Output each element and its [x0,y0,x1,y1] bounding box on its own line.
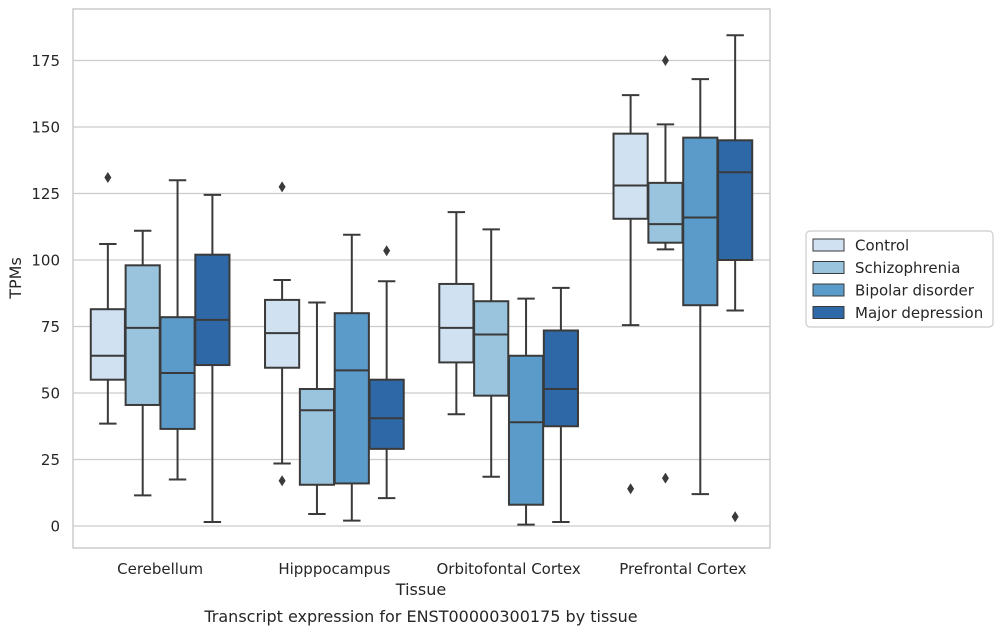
box [682,136,719,307]
legend-swatch [812,306,845,319]
legend-label: Schizophrenia [855,259,960,277]
figure-caption: Transcript expression for ENST0000030017… [203,607,637,626]
y-tick-labels: 0 25 50 75 100 125 150 175 [31,52,60,536]
y-tick-label: 150 [31,119,60,137]
y-tick-label: 125 [31,185,60,203]
box-groups [89,34,754,526]
outlier-point [627,483,635,495]
box [542,329,579,428]
plot-background [73,9,770,548]
legend-swatch [812,283,845,297]
box [368,378,405,450]
box-0-2 [159,179,196,481]
legend-frame [805,230,994,328]
box-0-0 [89,172,126,425]
box [717,139,754,261]
y-axis-title: TPMs [6,257,25,300]
box-3-1 [647,55,684,484]
y-tick-label: 50 [41,385,60,403]
box-3-3 [717,34,754,523]
legend-swatch [812,261,845,274]
x-tick-label: Orbitofontal Cortex [437,560,581,578]
outlier-point [383,245,391,257]
outlier-point [731,511,739,523]
box [194,253,231,367]
box [89,308,126,381]
y-tick-label: 175 [31,52,60,70]
box-2-1 [473,228,510,478]
x-axis-title: Tissue [395,580,446,599]
box [438,282,475,364]
box-1-2 [333,233,370,522]
box [647,181,684,244]
outlier-point [661,472,669,484]
y-tick-label: 0 [50,518,60,536]
legend-label: Bipolar disorder [855,282,975,300]
legend-swatch [812,238,845,252]
box-2-3 [542,286,579,524]
x-tick-label: Hipppocampus [278,560,390,578]
x-tick-labels: Cerebellum Hipppocampus Orbitofontal Corte… [117,560,746,578]
legend: Control Schizophrenia Bipolar disorder Majo… [805,230,994,328]
box-3-0 [612,94,649,495]
outlier-point [278,475,286,487]
plot-frame [72,8,771,549]
box [298,388,336,486]
box [507,354,545,506]
x-tick-label: Cerebellum [117,560,203,578]
outlier-point [661,55,669,66]
legend-label: Control [855,237,909,255]
outlier-point [104,172,112,184]
box-1-3 [368,245,405,500]
y-tick-label: 75 [41,318,60,336]
box-2-2 [507,297,545,526]
box-0-3 [194,193,231,524]
y-tick-label: 25 [41,451,60,469]
box-0-1 [124,229,161,497]
legend-label: Major depression [855,304,983,322]
box-2-0 [438,211,475,416]
y-tick-label: 100 [31,252,60,270]
box-1-0 [264,181,301,487]
x-tick-label: Prefrontal Cortex [619,560,746,578]
box [124,264,161,406]
box [612,132,649,220]
outlier-point [278,181,286,193]
box [333,312,370,485]
box [473,300,510,397]
